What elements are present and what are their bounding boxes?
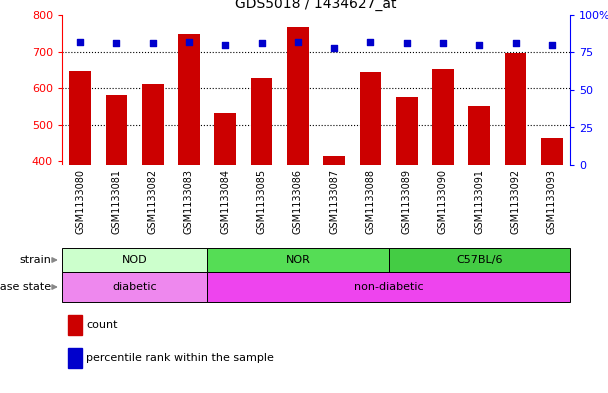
Bar [432,69,454,165]
Point [221,42,230,48]
Text: GSM1133088: GSM1133088 [365,169,375,234]
Bar [250,78,272,165]
Text: GSM1133092: GSM1133092 [511,169,520,234]
Text: GSM1133084: GSM1133084 [220,169,230,234]
Bar [468,106,490,165]
Bar [62,272,207,302]
Point [148,40,157,47]
Point [111,40,121,47]
Text: GSM1133090: GSM1133090 [438,169,448,234]
Text: disease state: disease state [0,282,51,292]
Text: strain: strain [19,255,51,265]
Text: percentile rank within the sample: percentile rank within the sample [86,353,274,363]
Bar [359,72,381,165]
Text: GSM1133080: GSM1133080 [75,169,85,234]
Bar [207,248,389,272]
Text: GSM1133089: GSM1133089 [402,169,412,234]
Bar [287,27,309,165]
Bar [106,95,127,165]
Bar [142,84,164,165]
Bar [541,138,563,165]
Point [511,40,520,47]
Text: GSM1133091: GSM1133091 [474,169,485,234]
Text: NOR: NOR [285,255,310,265]
Point [402,40,412,47]
Text: GSM1133087: GSM1133087 [329,169,339,234]
Point [547,42,557,48]
Point [438,40,448,47]
Bar [207,272,570,302]
Text: GSM1133085: GSM1133085 [257,169,266,234]
Title: GDS5018 / 1434627_at: GDS5018 / 1434627_at [235,0,397,11]
Text: GSM1133086: GSM1133086 [293,169,303,234]
Bar [68,315,82,335]
Bar [178,34,200,165]
Bar [323,156,345,165]
Point [474,42,484,48]
Bar [68,348,82,368]
Point [330,45,339,51]
Text: GSM1133081: GSM1133081 [111,169,122,234]
Bar [505,53,527,165]
Point [257,40,266,47]
Bar [396,97,418,165]
Point [293,39,303,45]
Bar [62,248,207,272]
Point [365,39,375,45]
Bar [389,248,570,272]
Bar [215,113,236,165]
Text: C57BL/6: C57BL/6 [456,255,503,265]
Text: GSM1133083: GSM1133083 [184,169,194,234]
Bar [69,71,91,165]
Point [184,39,194,45]
Text: count: count [86,320,118,330]
Text: GSM1133082: GSM1133082 [148,169,157,234]
Text: GSM1133093: GSM1133093 [547,169,557,234]
Text: non-diabetic: non-diabetic [354,282,423,292]
Text: NOD: NOD [122,255,147,265]
Point [75,39,85,45]
Text: diabetic: diabetic [112,282,157,292]
